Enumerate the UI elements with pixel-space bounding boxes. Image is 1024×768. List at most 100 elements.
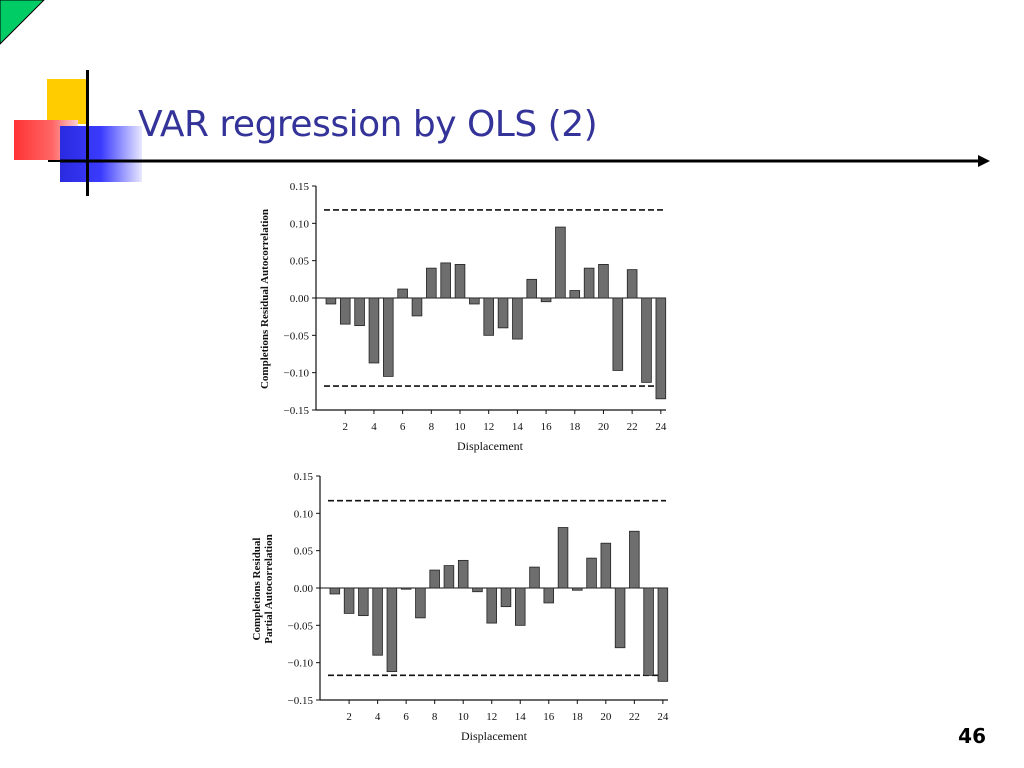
partial-autocorrelation-y-tick-label: 0.15 (294, 471, 314, 483)
partial-autocorrelation-bar (400, 587, 412, 590)
autocorrelation-chart: Completions Residual Autocorrelation Dis… (240, 172, 680, 462)
autocorrelation-y-tick-label: −0.10 (284, 368, 310, 380)
autocorrelation-x-tick-label: 20 (598, 421, 610, 433)
autocorrelation-bar (612, 297, 624, 371)
autocorrelation-bar (483, 297, 494, 336)
partial-autocorrelation-bar (386, 587, 398, 673)
partial-autocorrelation-chart-svg: Completions Residual Partial Autocorrela… (251, 471, 669, 743)
partial-autocorrelation-bar (329, 587, 341, 595)
autocorrelation-bar (368, 297, 380, 364)
autocorrelation-y-axis-label-group: Completions Residual Autocorrelation (259, 209, 271, 389)
autocorrelation-bar (540, 297, 552, 303)
partial-autocorrelation-x-tick-label: 20 (600, 711, 612, 723)
partial-autocorrelation-bar (429, 569, 440, 589)
autocorrelation-bar (454, 264, 466, 299)
partial-autocorrelation-x-tick-label: 14 (515, 711, 527, 723)
autocorrelation-bar (411, 297, 423, 317)
autocorrelation-bar (397, 288, 408, 299)
autocorrelation-bar (655, 297, 667, 400)
corner-triangle-decoration (0, 0, 45, 45)
autocorrelation-x-tick-label: 6 (400, 421, 406, 433)
partial-autocorrelation-chart: Completions Residual Partial Autocorrela… (240, 460, 680, 750)
partial-autocorrelation-y-axis-label-line2: Partial Autocorrelation (263, 534, 275, 643)
autocorrelation-bar (354, 297, 365, 327)
partial-autocorrelation-y-axis-label-group: Completions Residual Partial Autocorrela… (251, 534, 275, 643)
partial-autocorrelation-x-axis-label: Displacement (461, 729, 528, 743)
autocorrelation-bar (512, 297, 523, 340)
autocorrelation-x-tick-label: 12 (483, 421, 494, 433)
partial-autocorrelation-bar (557, 527, 569, 589)
autocorrelation-bar (383, 297, 394, 377)
partial-autocorrelation-y-tick-label: −0.10 (288, 658, 314, 670)
partial-autocorrelation-x-tick-label: 22 (629, 711, 640, 723)
partial-autocorrelation-y-tick-label: 0.05 (294, 546, 314, 558)
autocorrelation-y-tick-label: −0.15 (284, 405, 310, 417)
autocorrelation-bar (526, 278, 538, 299)
autocorrelation-y-tick-label: 0.00 (290, 293, 310, 305)
title-underline-arrow (60, 155, 990, 167)
partial-autocorrelation-bar (657, 587, 669, 682)
autocorrelation-bar (555, 226, 566, 299)
partial-autocorrelation-bar (358, 587, 369, 617)
partial-autocorrelation-x-tick-label: 6 (403, 711, 409, 723)
partial-autocorrelation-y-tick-label: −0.05 (288, 620, 314, 632)
autocorrelation-bar (497, 297, 509, 329)
autocorrelation-chart-svg: Completions Residual Autocorrelation Dis… (259, 181, 667, 453)
autocorrelation-bar (641, 297, 652, 383)
autocorrelation-y-tick-label: 0.15 (290, 181, 310, 193)
partial-autocorrelation-bar (586, 557, 597, 589)
autocorrelation-y-tick-label: −0.05 (284, 330, 310, 342)
autocorrelation-bar (598, 264, 609, 299)
autocorrelation-bar (569, 290, 581, 299)
autocorrelation-x-tick-label: 18 (569, 421, 581, 433)
vertical-line (86, 70, 89, 196)
autocorrelation-bar (440, 262, 451, 299)
autocorrelation-bar (426, 267, 437, 299)
partial-autocorrelation-bar (343, 587, 355, 614)
partial-autocorrelation-x-tick-label: 18 (572, 711, 584, 723)
autocorrelation-x-tick-label: 24 (655, 421, 667, 433)
logo-squares-decoration (0, 60, 150, 200)
partial-autocorrelation-bar (600, 542, 612, 589)
partial-autocorrelation-x-tick-label: 16 (543, 711, 555, 723)
partial-autocorrelation-bar (443, 565, 455, 589)
yellow-square (47, 79, 87, 124)
partial-autocorrelation-bar (643, 587, 654, 676)
autocorrelation-x-tick-label: 14 (512, 421, 524, 433)
autocorrelation-y-axis-label: Completions Residual Autocorrelation (259, 209, 271, 389)
partial-autocorrelation-x-tick-label: 24 (657, 711, 669, 723)
partial-autocorrelation-bar (543, 587, 555, 604)
partial-autocorrelation-bar (486, 587, 497, 624)
partial-autocorrelation-x-tick-label: 12 (486, 711, 497, 723)
partial-autocorrelation-bar (614, 587, 626, 649)
slide-title: VAR regression by OLS (2) (138, 104, 598, 145)
partial-autocorrelation-bar (372, 587, 383, 656)
autocorrelation-x-tick-label: 2 (343, 421, 349, 433)
slide-number: 46 (958, 724, 986, 748)
partial-autocorrelation-bar (572, 587, 583, 591)
autocorrelation-bar (325, 297, 337, 305)
partial-autocorrelation-bar (529, 566, 540, 589)
partial-autocorrelation-x-tick-label: 8 (432, 711, 438, 723)
partial-autocorrelation-x-tick-label: 4 (375, 711, 381, 723)
autocorrelation-y-tick-label: 0.05 (290, 256, 310, 268)
partial-autocorrelation-x-tick-label: 2 (346, 711, 352, 723)
partial-autocorrelation-y-tick-label: −0.15 (288, 695, 314, 707)
partial-autocorrelation-x-tick-label: 10 (458, 711, 470, 723)
partial-autocorrelation-y-tick-label: 0.10 (294, 508, 314, 520)
partial-autocorrelation-bar (457, 559, 469, 589)
partial-autocorrelation-y-tick-label: 0.00 (294, 583, 314, 595)
partial-autocorrelation-bar (629, 530, 640, 589)
autocorrelation-bar (469, 297, 480, 305)
autocorrelation-x-tick-label: 22 (627, 421, 638, 433)
partial-autocorrelation-bar (514, 587, 526, 626)
partial-autocorrelation-bar (415, 587, 426, 619)
blue-square (60, 126, 142, 182)
partial-autocorrelation-y-axis-label-line1: Completions Residual (251, 538, 263, 641)
autocorrelation-x-tick-label: 10 (455, 421, 467, 433)
partial-autocorrelation-bar (500, 587, 512, 608)
autocorrelation-bar (583, 267, 595, 299)
autocorrelation-plot-area: 0.150.100.050.00−0.05−0.10−0.152 4 6 8 10 12 1… (284, 181, 667, 433)
autocorrelation-y-tick-label: 0.10 (290, 218, 310, 230)
